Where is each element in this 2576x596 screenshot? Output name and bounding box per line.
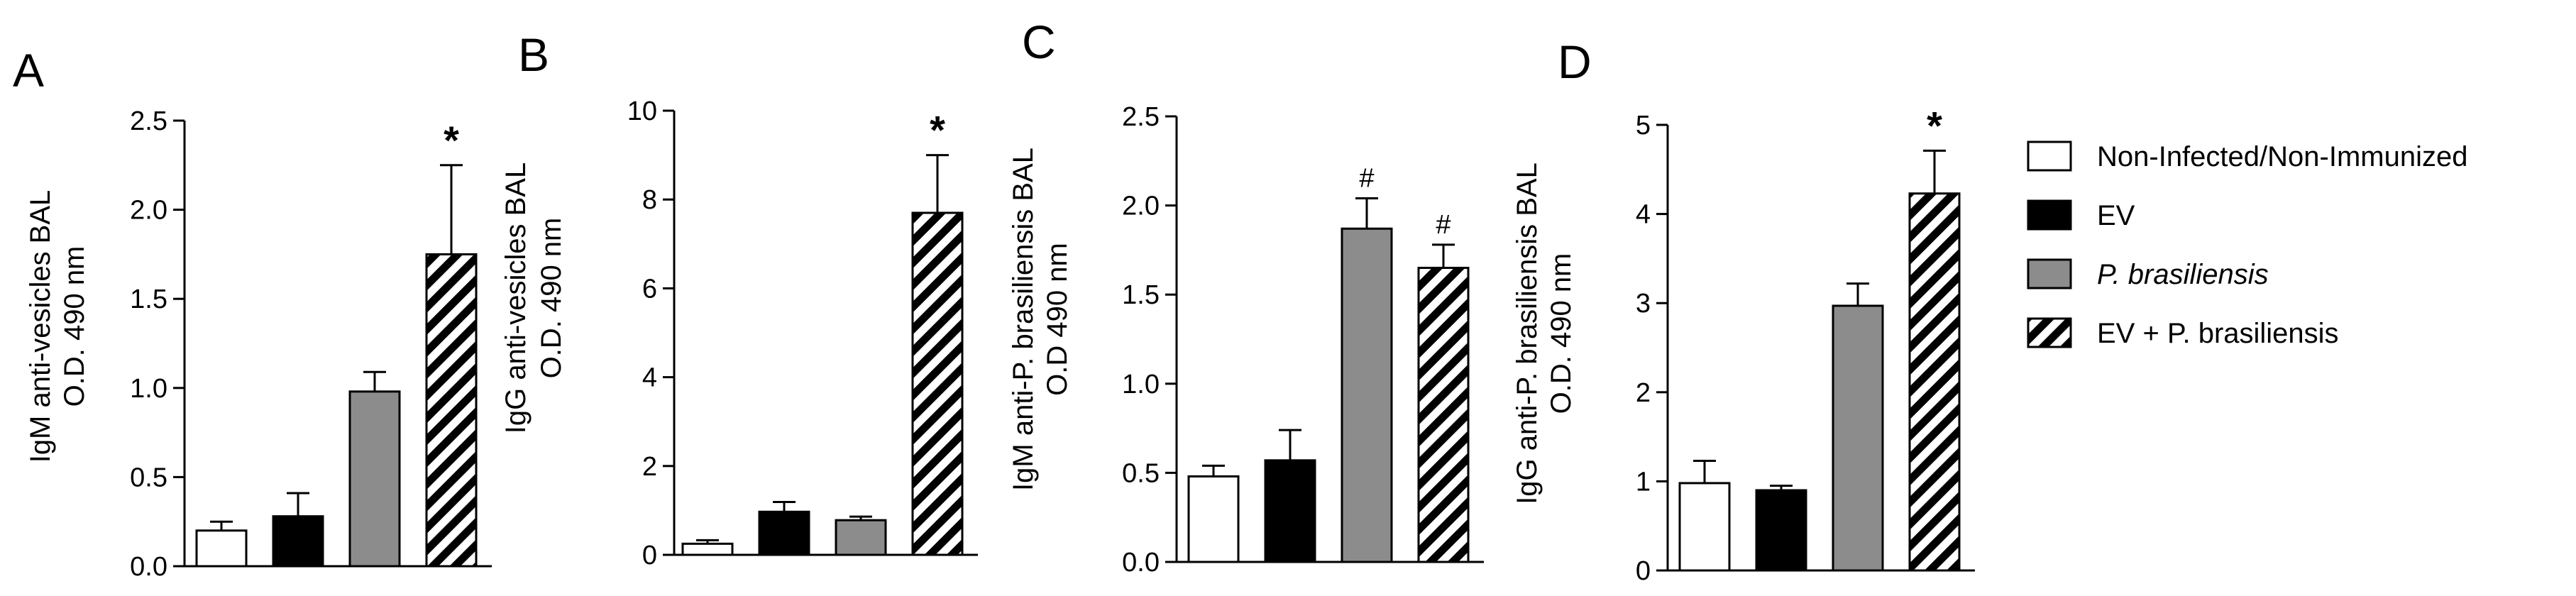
y-tick-label: 10 [627,96,657,126]
y-tick-label: 1.5 [1122,280,1160,310]
panel-letter-a: A [13,44,44,96]
panel-letter-b: B [518,28,549,81]
bar [425,253,478,568]
y-tick-label: 1.5 [130,285,167,314]
y-tick-label: 1.0 [130,374,167,404]
y-tick-label: 2 [1636,378,1651,408]
bar [1678,482,1731,572]
significance-marker: * [930,108,945,153]
panel-d: D IgG anti-P. brasiliensis BAL O.D. 490 … [1512,35,1975,586]
y-tick-label: 2.0 [1122,192,1160,221]
bar [195,529,248,568]
panel-b: B IgG anti-vesicles BAL O.D. 490 nm 0 2 4 6… [500,28,978,570]
legend-item: EV [2027,199,2135,231]
ylabel-line-1: IgM anti-P. brasiliensis BAL [1008,148,1039,491]
y-tick-label: 0 [1636,556,1651,586]
legend-swatch [2027,140,2072,172]
legend-label: EV [2097,200,2135,231]
legend-swatch [2027,258,2072,289]
bar [681,542,734,556]
y-tick-label: 4 [1636,200,1651,230]
bar [1908,192,1961,572]
legend-label: P. brasiliensis [2097,259,2269,290]
bar [1832,304,1884,572]
legend-label: Non-Infected/Non-Immunized [2097,141,2467,172]
y-tick-label: 0 [642,541,657,570]
legend-item: Non-Infected/Non-Immunized [2027,140,2467,172]
legend-item: EV + P. brasiliensis [2027,317,2339,349]
y-tick-label: 0.5 [1122,458,1160,488]
ylabel-line-2: O.D. 490 nm [59,246,90,407]
panel-a: A IgM anti-vesicles BAL O.D. 490 nm 0.0 0… [13,44,492,582]
legend-item: P. brasiliensis [2027,258,2269,290]
bar [911,211,964,556]
legend-label: EV + P. brasiliensis [2097,318,2339,349]
ylabel-line-2: O.D. 490 nm [1546,253,1577,414]
bar [835,519,887,556]
y-tick-label: 0.0 [1122,548,1160,578]
bar [1755,489,1807,572]
y-tick-label: 0.5 [130,463,167,492]
significance-marker: # [1436,210,1451,240]
bar [1341,227,1393,563]
ylabel-line-2: O.D. 490 nm [536,218,567,379]
significance-marker: * [1927,103,1942,148]
legend-swatch [2027,199,2072,231]
panel-letter-d: D [1558,35,1592,88]
legend: Non-Infected/Non-Immunized EV P. brasili… [2027,140,2467,349]
ylabel-line-1: IgG anti-P. brasiliensis BAL [1512,162,1543,504]
significance-marker: # [1359,164,1374,194]
bar [272,515,324,568]
y-tick-label: 2.0 [130,196,167,226]
y-tick-label: 6 [642,274,657,304]
bar [758,510,810,556]
y-tick-label: 5 [1636,111,1651,140]
panel-letter-c: C [1022,16,1056,68]
y-tick-label: 1 [1636,467,1651,497]
y-tick-label: 4 [642,363,657,393]
bar [1264,459,1316,563]
panel-c: C IgM anti-P. brasiliensis BAL O.D 490 n… [1008,16,1484,578]
y-tick-label: 3 [1636,289,1651,319]
ylabel-line-1: IgG anti-vesicles BAL [500,162,532,434]
ylabel-line-2: O.D 490 nm [1042,243,1073,396]
y-tick-label: 2 [642,452,657,482]
y-tick-label: 0.0 [130,552,167,582]
y-tick-label: 2.5 [1122,102,1160,132]
y-tick-label: 8 [642,185,657,215]
legend-swatch [2027,317,2072,348]
y-tick-label: 2.5 [130,106,167,136]
y-tick-label: 1.0 [1122,370,1160,399]
ylabel-line-1: IgM anti-vesicles BAL [25,190,56,463]
significance-marker: * [444,118,459,162]
bar [1187,475,1240,563]
bar [348,390,401,568]
bar [1417,267,1470,563]
